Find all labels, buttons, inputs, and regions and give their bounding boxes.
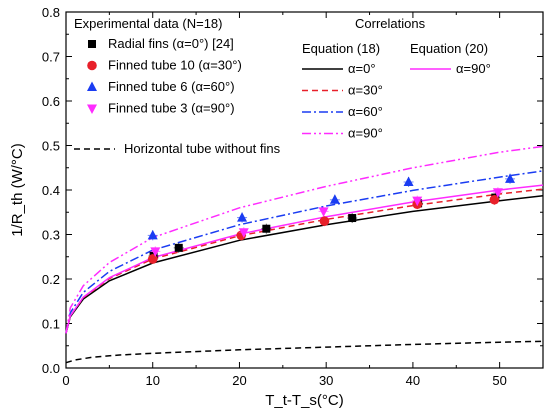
legend-experimental-title: Experimental data (N=18) <box>74 16 223 31</box>
curve-0 <box>65 195 544 334</box>
legend-equation-20: Equation (20) <box>410 41 488 56</box>
curve-1 <box>65 188 544 334</box>
data-point-series-2 <box>237 212 248 222</box>
experimental-markers <box>147 173 516 264</box>
legend-label-curve-2: α=60° <box>348 104 383 119</box>
data-point-series-2 <box>329 194 340 204</box>
y-tick-label: 0.4 <box>42 183 60 198</box>
x-tick-label: 50 <box>492 373 506 388</box>
data-point-series-1 <box>489 194 500 205</box>
x-tick-label: 10 <box>145 373 159 388</box>
legend-label-series-3: Finned tube 3 (α=90°) <box>108 101 235 116</box>
curve-2 <box>65 170 544 334</box>
x-tick-label: 40 <box>406 373 420 388</box>
curve-5 <box>65 340 544 364</box>
y-tick-label: 0.3 <box>42 228 60 243</box>
x-axis-ticks: 0 10 20 30 40 50 <box>62 12 507 388</box>
x-tick-label: 0 <box>62 373 69 388</box>
data-point-series-3 <box>150 247 161 257</box>
y-tick-label: 0.2 <box>42 272 60 287</box>
data-point-series-2 <box>505 173 516 183</box>
y-tick-label: 0.0 <box>42 361 60 376</box>
legend-label-curve-1: α=30° <box>348 83 383 98</box>
legend-marker-1 <box>87 60 97 71</box>
axis-labels: T_t-T_s(°C) 1/R_th (W/°C) <box>9 143 344 409</box>
y-tick-label: 0.5 <box>42 139 60 154</box>
legend: Experimental data (N=18) Correlations Radi… <box>74 16 491 156</box>
x-axis-label: T_t-T_s(°C) <box>265 392 344 409</box>
legend-equation-18: Equation (18) <box>302 41 380 56</box>
data-point-series-0 <box>174 243 183 252</box>
curve-3 <box>65 145 544 334</box>
legend-marker-3 <box>87 104 97 114</box>
x-tick-label: 30 <box>319 373 333 388</box>
data-point-series-2 <box>403 176 414 186</box>
data-point-series-3 <box>412 196 423 207</box>
legend-label-series-2: Finned tube 6 (α=60°) <box>108 79 235 94</box>
data-point-series-3 <box>318 207 329 217</box>
legend-label-curve-3: α=90° <box>348 126 383 141</box>
data-point-series-3 <box>492 188 503 198</box>
correlation-curves <box>65 145 544 364</box>
legend-label-series-1: Finned tube 10 (α=30°) <box>108 58 242 73</box>
data-point-series-3 <box>238 228 249 238</box>
y-tick-label: 0.7 <box>42 50 60 65</box>
legend-correlations-title: Correlations <box>355 16 426 31</box>
legend-label-series-0: Radial fins (α=0°) [24] <box>108 36 234 51</box>
legend-label-curve-5: Horizontal tube without fins <box>124 141 281 156</box>
legend-marker-0 <box>88 40 96 48</box>
y-axis-label: 1/R_th (W/°C) <box>9 143 26 237</box>
data-point-series-2 <box>147 229 158 240</box>
legend-label-curve-4: α=90° <box>456 61 491 76</box>
data-point-series-0 <box>262 224 271 233</box>
curve-4 <box>65 184 544 334</box>
x-tick-label: 20 <box>232 373 246 388</box>
y-axis-ticks: 0.0 0.1 0.2 0.3 0.4 0.5 0.6 0.7 0.8 <box>42 5 543 376</box>
y-tick-label: 0.6 <box>42 94 60 109</box>
legend-marker-2 <box>87 81 97 91</box>
data-point-series-1 <box>319 216 330 226</box>
y-tick-label: 0.8 <box>42 5 60 20</box>
legend-label-curve-0: α=0° <box>348 61 376 76</box>
y-tick-label: 0.1 <box>42 317 60 332</box>
data-point-series-1 <box>147 254 158 264</box>
data-point-series-0 <box>348 214 357 223</box>
